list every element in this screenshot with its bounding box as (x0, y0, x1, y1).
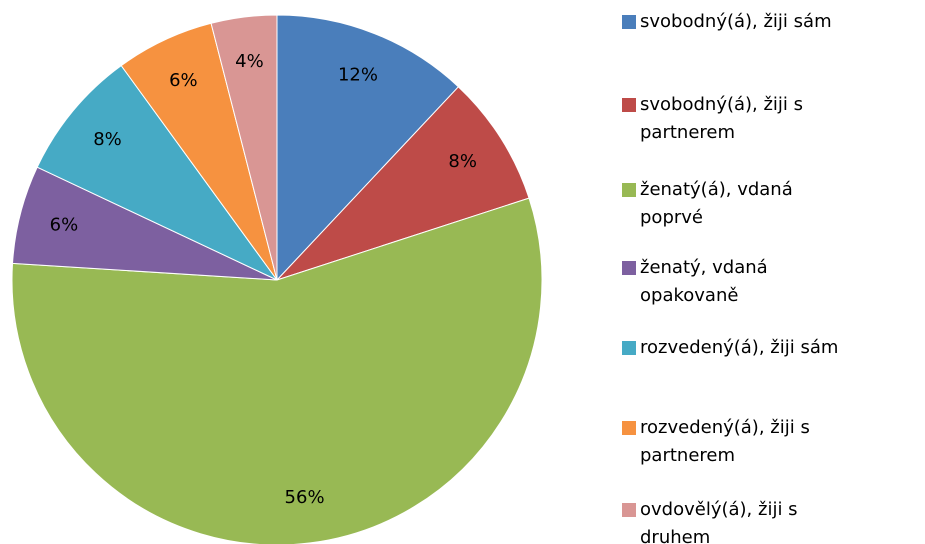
pie-area: 12% 8% 56% 6% 8% 6% 4% (11, 14, 543, 544)
legend-swatch (622, 183, 636, 197)
legend-label: svobodný(á), žiji sám (640, 11, 832, 32)
legend-label: rozvedený(á), žiji s partnerem (640, 417, 810, 466)
data-label: 4% (235, 51, 264, 72)
data-label: 12% (338, 64, 378, 85)
data-label: 6% (169, 70, 198, 91)
legend-item: rozvedený(á), žiji s partnerem (622, 414, 852, 470)
legend-swatch (622, 421, 636, 435)
legend-label: ovdovělý(á), žiji s druhem (640, 499, 798, 544)
pie-slice (276, 86, 530, 281)
legend-swatch (622, 341, 636, 355)
pie-slice (11, 197, 543, 544)
pie-slice (210, 14, 278, 281)
legend-label: rozvedený(á), žiji sám (640, 337, 839, 358)
legend-swatch (622, 261, 636, 275)
legend-item: ženatý(á), vdaná poprvé (622, 176, 852, 232)
legend-swatch (622, 15, 636, 29)
legend-item: svobodný(á), žiji sám (622, 8, 852, 36)
data-label: 6% (50, 214, 79, 235)
pie-slice (36, 64, 278, 281)
legend-item: svobodný(á), žiji s partnerem (622, 91, 852, 147)
data-label: 8% (93, 129, 122, 150)
legend-label: svobodný(á), žiji s partnerem (640, 94, 804, 143)
data-label: 56% (285, 487, 325, 508)
legend-item: rozvedený(á), žiji sám (622, 334, 852, 362)
legend-swatch (622, 98, 636, 112)
legend-swatch (622, 503, 636, 517)
pie-slice (276, 14, 460, 282)
data-label: 8% (448, 151, 477, 172)
legend-item: ženatý, vdaná opakovaně (622, 254, 852, 310)
legend-label: ženatý(á), vdaná poprvé (640, 179, 793, 228)
legend-label: ženatý, vdaná opakovaně (640, 257, 768, 306)
legend-item: ovdovělý(á), žiji s druhem (622, 496, 852, 544)
